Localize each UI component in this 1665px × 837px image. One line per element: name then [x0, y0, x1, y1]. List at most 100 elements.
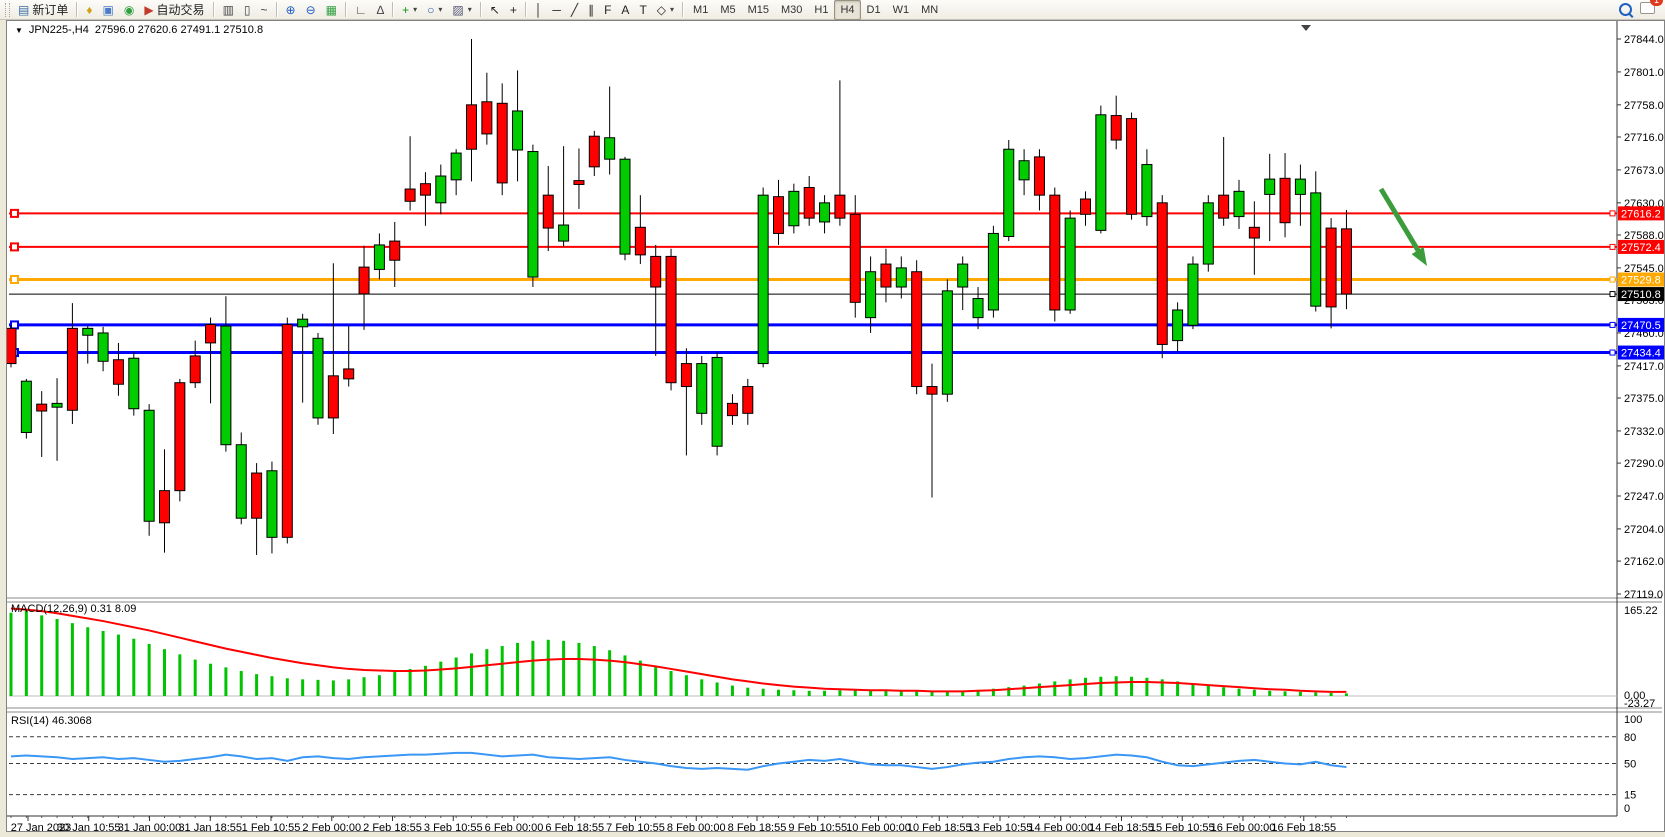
candle: [834, 194, 846, 219]
add-indicator-button[interactable]: + ▾: [397, 0, 422, 20]
timeframe-m1-button[interactable]: M1: [693, 3, 709, 16]
line-anchor-marker[interactable]: [10, 320, 19, 330]
timeframe-mn-button[interactable]: MN: [921, 3, 939, 16]
rsi-scale-label: 15: [1624, 790, 1636, 802]
candle: [358, 266, 370, 295]
timeframe-d1-button[interactable]: D1: [866, 3, 881, 16]
annotation-arrow[interactable]: [1378, 187, 1422, 254]
price-chip-label: 27572.4: [1621, 242, 1661, 254]
time-tick-label: 6 Feb 18:55: [545, 822, 604, 831]
price-chip: [1618, 206, 1664, 221]
indicator-list-icon: ∟: [355, 2, 367, 17]
cursor-icon: ↖: [489, 2, 500, 17]
candle: [619, 158, 631, 255]
object-list-button[interactable]: ∆: [372, 0, 389, 20]
price-chip: [1618, 239, 1664, 254]
candle: [82, 327, 94, 336]
candle: [1095, 114, 1107, 231]
timeframe-m5-button[interactable]: M5: [720, 3, 736, 16]
price-axis[interactable]: [1616, 21, 1664, 816]
time-axis[interactable]: [7, 815, 1615, 831]
vertical-line-button[interactable]: │: [530, 0, 548, 20]
shapes-caret-icon[interactable]: ▾: [670, 5, 675, 14]
trendline-button[interactable]: ╱: [566, 0, 583, 20]
price-tick-label: 27716.0: [1624, 132, 1664, 144]
rsi-line: [10, 751, 1347, 771]
templates-icon: ▨: [452, 2, 464, 17]
candle: [205, 324, 217, 344]
chart-shift-marker[interactable]: [1301, 25, 1311, 31]
candle: [773, 196, 784, 234]
toolbar-drag-handle: [5, 2, 10, 17]
annotation-arrow-head[interactable]: [1411, 246, 1427, 266]
candlestick-chart-button[interactable]: ▯: [239, 0, 256, 20]
candle: [1294, 178, 1306, 195]
price-tick-label: 27673.0: [1624, 165, 1664, 177]
zoom-out-button[interactable]: ⊖: [301, 0, 321, 20]
bar-chart-button[interactable]: ▥: [218, 0, 239, 20]
equidistant-channel-button[interactable]: ∥: [583, 0, 599, 20]
timeframe-m30-button[interactable]: M30: [781, 3, 803, 16]
cursor-button[interactable]: ↖: [485, 0, 505, 20]
timeframe-w1-button[interactable]: W1: [892, 3, 910, 16]
rsi-scale-label: 50: [1624, 759, 1636, 771]
candle: [1218, 194, 1230, 219]
fibonacci-button[interactable]: F: [599, 0, 616, 20]
shapes-button[interactable]: ◇ ▾: [652, 0, 679, 20]
candle: [1141, 164, 1153, 218]
accounts-button[interactable]: ▣: [97, 0, 118, 20]
candle: [1279, 177, 1291, 224]
line-chart-button[interactable]: ~: [256, 0, 273, 20]
candle: [327, 375, 339, 419]
zoom-out-icon: ⊖: [305, 2, 316, 17]
tile-windows-button[interactable]: ▦: [321, 0, 342, 20]
candle: [726, 402, 738, 417]
candle: [711, 356, 723, 447]
time-tick-label: 9 Feb 10:55: [788, 822, 847, 831]
templates-button[interactable]: ▨ ▾: [447, 0, 476, 20]
candle: [496, 102, 508, 184]
axis-line-anchor: [1609, 276, 1616, 283]
price-tick-label: 27204.0: [1624, 524, 1664, 536]
templates-caret-icon[interactable]: ▾: [467, 5, 472, 14]
rsi-scale-label: 100: [1624, 714, 1642, 726]
candle: [865, 271, 877, 319]
candle: [20, 380, 32, 433]
horizontal-line-button[interactable]: ─: [547, 0, 566, 20]
line-anchor-marker[interactable]: [10, 208, 19, 218]
periods-button[interactable]: ○ ▾: [422, 0, 447, 20]
text-button[interactable]: A: [616, 0, 634, 20]
notifications-button[interactable]: 1: [1640, 0, 1663, 19]
price-chip: [1618, 317, 1664, 332]
line-chart-icon: ~: [260, 2, 268, 17]
new-order-button[interactable]: ▤ 新订单: [13, 0, 73, 20]
crosshair-button[interactable]: +: [505, 0, 522, 20]
candle: [1325, 227, 1337, 308]
search-icon[interactable]: [1619, 3, 1632, 16]
indicator-list-button[interactable]: ∟: [350, 0, 372, 20]
signals-button[interactable]: ◉: [119, 0, 139, 20]
candle: [112, 359, 124, 385]
add-indicator-icon: +: [402, 2, 410, 17]
timeframe-m15-button[interactable]: M15: [747, 3, 769, 16]
price-chip-label: 27434.4: [1621, 348, 1661, 360]
label-icon: T: [639, 2, 647, 17]
autotrading-button[interactable]: ▶ 自动交易: [139, 0, 209, 20]
chart-canvas[interactable]: 27844.027801.027758.027716.027673.027630…: [7, 21, 1664, 831]
symbol-dropdown-icon[interactable]: ▼: [15, 25, 23, 35]
candle: [650, 255, 662, 288]
deposit-button[interactable]: ♦: [81, 0, 97, 20]
toolbar-separator: [479, 2, 482, 17]
label-button[interactable]: T: [634, 0, 651, 20]
periods-caret-icon[interactable]: ▾: [438, 5, 443, 14]
timeframe-h4-button[interactable]: H4: [834, 0, 861, 20]
line-anchor-marker[interactable]: [10, 242, 19, 252]
chart-window[interactable]: 27844.0 27801.0 27758.0 27716.0 27673.0 27630…: [6, 20, 1665, 832]
candle: [189, 355, 201, 384]
add-indicator-caret-icon[interactable]: ▾: [413, 5, 418, 14]
zoom-in-button[interactable]: ⊕: [281, 0, 301, 20]
time-tick-label: 14 Feb 18:55: [1089, 822, 1154, 831]
timeframe-h1-button[interactable]: H1: [814, 3, 829, 16]
price-tick-label: 27332.0: [1624, 426, 1664, 438]
line-anchor-marker[interactable]: [10, 275, 19, 285]
